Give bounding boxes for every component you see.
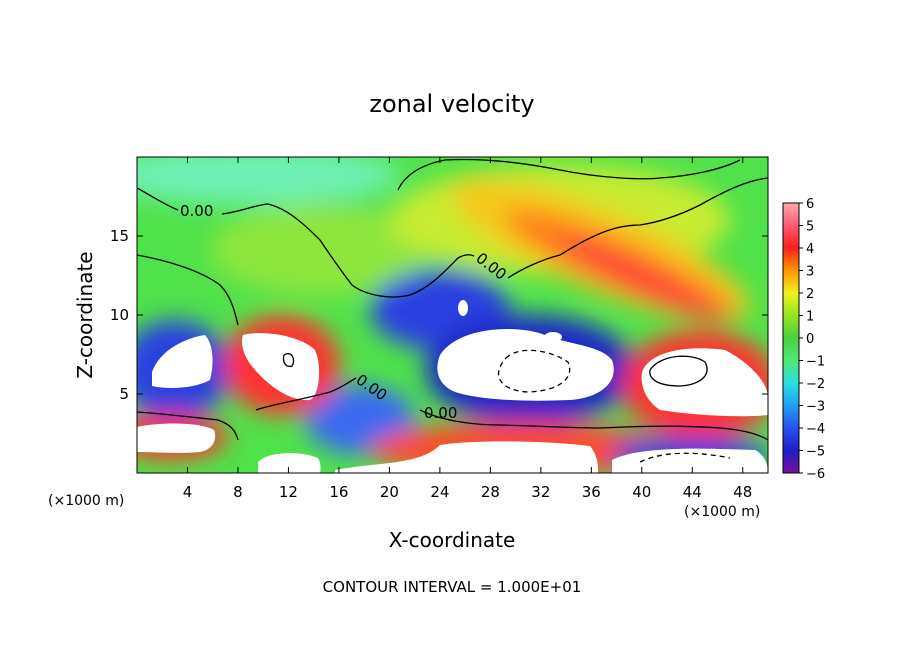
y-axis-ticks: 5 10 15	[110, 227, 768, 403]
contour-center-ring	[498, 349, 571, 393]
colorbar-tick-label: 6	[806, 197, 814, 212]
jet-peak	[558, 237, 722, 319]
x-tick-label: 16	[329, 483, 348, 501]
cavity-center	[437, 329, 614, 401]
x-axis-label: X-coordinate	[389, 528, 516, 552]
x-tick-label: 28	[481, 483, 500, 501]
x-unit-label-left: (×1000 m)	[48, 493, 124, 509]
colorbar-scale	[782, 202, 800, 474]
cavity-bottom-center	[335, 441, 599, 473]
y-tick-label: 15	[110, 227, 129, 245]
contour-label: 0.00	[424, 404, 457, 422]
y-tick-label: 5	[119, 385, 129, 403]
x-tick-label: 8	[233, 483, 243, 501]
colorbar-tick-label: 3	[806, 265, 814, 280]
y-axis-label: Z-coordinate	[73, 251, 97, 378]
colorbar-tick-label: −4	[806, 422, 825, 437]
colorbar-tick-label: −5	[806, 445, 825, 460]
chart-title: zonal velocity	[369, 90, 534, 118]
cavities	[137, 300, 768, 473]
contour-interval-note: CONTOUR INTERVAL = 1.000E+01	[323, 578, 582, 596]
colorbar-tick-label: 2	[806, 287, 814, 302]
cavity-left-middle	[242, 333, 320, 401]
x-tick-label: 4	[183, 483, 193, 501]
y-tick-label: 10	[110, 306, 129, 324]
colorbar-tick-label: 5	[806, 220, 814, 235]
contour-upper-right	[507, 177, 768, 279]
colorbar-ticks: 6 5 4 3 2 1 0 −1 −2 −3 −4 −5 −6	[799, 197, 825, 482]
colorbar-tick-label: −2	[806, 377, 825, 392]
cavity-lower-left	[137, 423, 216, 453]
colorbar-tick-label: −3	[806, 400, 825, 415]
zero-contours	[137, 158, 768, 463]
colorbar-tick-label: −1	[806, 355, 825, 370]
contour-middle-lower	[255, 377, 357, 411]
upper-center-green-region	[210, 205, 430, 295]
x-tick-label: 12	[279, 483, 298, 501]
x-unit-label-right: (×1000 m)	[684, 504, 760, 520]
cavity-left	[152, 335, 213, 388]
x-tick-label: 20	[380, 483, 399, 501]
cavity-bottom-left-center	[258, 453, 321, 473]
colorbar-tick-label: 0	[806, 332, 814, 347]
x-tick-label: 40	[632, 483, 651, 501]
contour-left-lower	[137, 411, 239, 441]
contour-left-inner	[282, 353, 295, 368]
contour-bottom-dashed	[639, 452, 731, 463]
upper-left-cyan-region	[137, 157, 400, 205]
cavity-right	[641, 348, 768, 417]
x-tick-label: 24	[430, 483, 449, 501]
x-tick-label: 48	[733, 483, 752, 501]
x-axis-ticks: 4 8 12 16 20 24 28 32 36 40 44 48	[183, 157, 752, 501]
colorbar-tick-label: −6	[806, 467, 825, 482]
cavity-small-center	[458, 300, 468, 316]
x-tick-label: 36	[582, 483, 601, 501]
colorbar: 6 5 4 3 2 1 0 −1 −2 −3 −4 −5 −6	[782, 197, 825, 482]
contour-center-lower	[419, 409, 768, 441]
contour-left-mid	[137, 254, 239, 326]
cavity-bottom-right	[612, 448, 768, 473]
colorbar-tick-label: 4	[806, 242, 814, 257]
x-tick-label: 44	[683, 483, 702, 501]
colorbar-tick-label: 1	[806, 310, 814, 325]
x-tick-label: 32	[531, 483, 550, 501]
contour-label: 0.00	[180, 202, 213, 220]
cavity-small-right	[544, 332, 562, 342]
plot-area: 0.00 0.00 0.00 0.00	[137, 157, 768, 473]
contour-right-inner	[649, 355, 708, 387]
contour-upper-left	[137, 187, 475, 298]
contour-top-right	[397, 158, 741, 191]
